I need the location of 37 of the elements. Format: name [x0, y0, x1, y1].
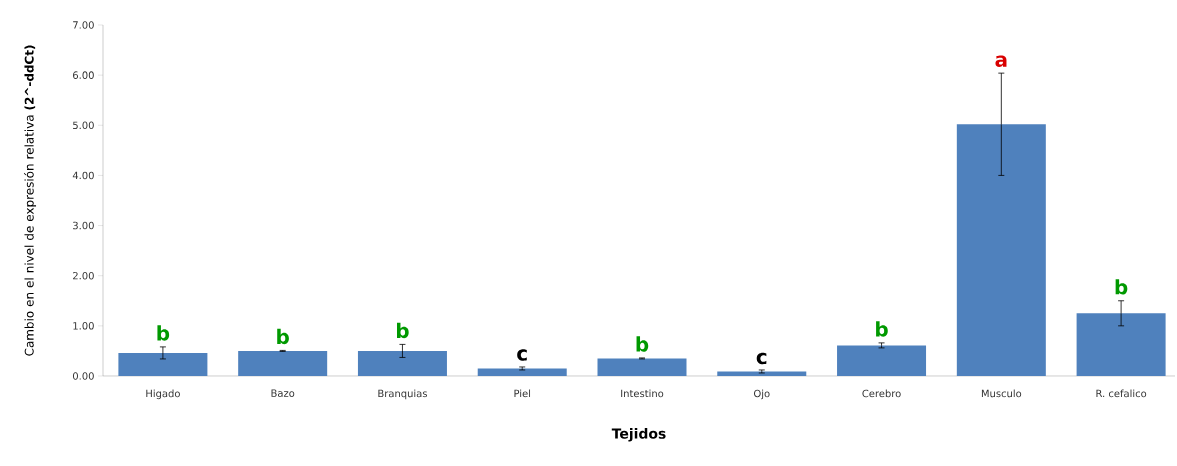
- bar: [717, 371, 807, 376]
- annotation: b: [1115, 279, 1128, 295]
- x-tick-label: Ojo: [753, 389, 770, 400]
- annotation: b: [876, 321, 888, 337]
- annotation: a: [995, 55, 1007, 67]
- x-tick-label: Piel: [514, 389, 531, 398]
- y-tick-label: 5.00: [73, 121, 94, 130]
- x-tick-label: Higado: [146, 389, 180, 400]
- y-tick-label: 4.00: [72, 171, 94, 180]
- bar: [837, 345, 927, 376]
- bar: [118, 352, 208, 376]
- y-tick-label: 1.00: [73, 322, 94, 330]
- x-tick-label: Cerebro: [862, 389, 901, 398]
- x-tick-label: R. cefalico: [1096, 389, 1147, 398]
- annotation: b: [157, 325, 170, 341]
- bar: [477, 368, 567, 376]
- x-axis-title: Tejidos: [611, 427, 666, 442]
- bar: [238, 350, 328, 376]
- annotation: b: [277, 328, 289, 345]
- bar: [956, 124, 1046, 376]
- x-tick-label: Branquias: [378, 389, 427, 400]
- annotation: b: [396, 322, 409, 339]
- y-tick-label: 7.00: [73, 21, 94, 29]
- annotation: b: [636, 336, 649, 352]
- annotation: c: [517, 349, 527, 361]
- y-tick-label: 2.00: [73, 271, 94, 280]
- bar: [1076, 313, 1166, 376]
- y-tick-label: 0.00: [72, 372, 94, 380]
- x-tick-label: Bazo: [271, 389, 295, 397]
- bar: [357, 350, 447, 376]
- y-tick-label: 3.00: [73, 221, 94, 230]
- x-tick-label: Intestino: [621, 389, 664, 398]
- y-axis-title: Cambio en el nivel de expresión relativa (2^-ddCt): [23, 45, 37, 356]
- bar: [597, 358, 687, 376]
- annotation: c: [756, 352, 767, 365]
- y-tick-label: 6.00: [73, 71, 94, 79]
- x-tick-label: Musculo: [981, 389, 1022, 398]
